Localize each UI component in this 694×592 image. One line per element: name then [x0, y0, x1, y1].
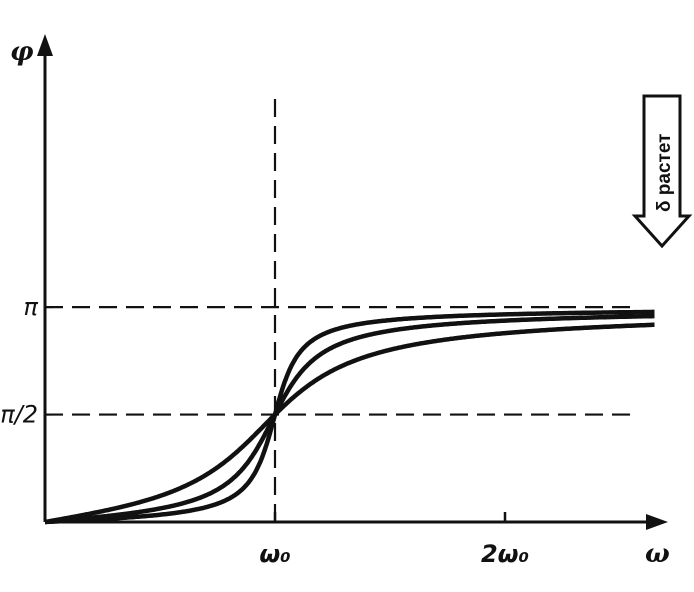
phase-curve-3 [43, 322, 656, 525]
x-axis-label: ω [645, 539, 670, 569]
x-tick-label-2: 2ω₀ [481, 540, 530, 568]
x-tick-labels: ω₀ 2ω₀ [259, 512, 530, 568]
y-tick-label-2: π [24, 293, 39, 321]
phase-curve-1 [43, 309, 656, 525]
x-axis-arrowhead [646, 514, 668, 530]
x-tick-label-1: ω₀ [259, 540, 291, 568]
axes [37, 34, 668, 530]
y-tick-label-1: π/2 [0, 401, 38, 429]
damping-increase-arrow: δ растет [631, 94, 693, 249]
curves [43, 309, 656, 525]
y-axis-arrowhead [37, 34, 53, 56]
y-axis-label: φ [10, 37, 34, 67]
y-tick-labels: π/2 π [0, 293, 53, 429]
phase-curve-2 [43, 313, 656, 525]
reference-lines [45, 92, 632, 522]
damping-arrow-label: δ растет [654, 134, 675, 212]
